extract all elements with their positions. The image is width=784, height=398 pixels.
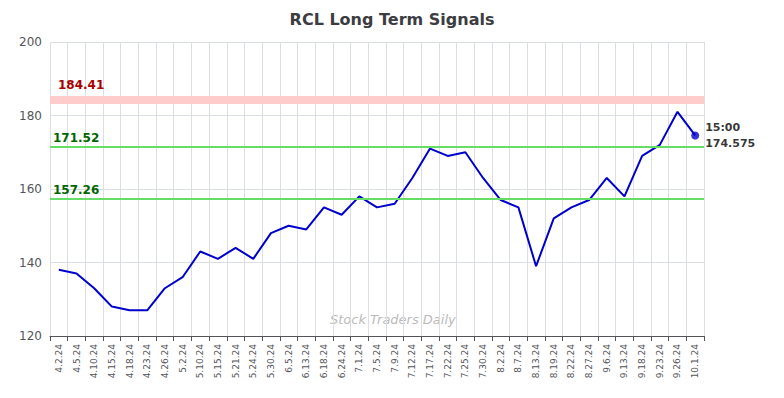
svg-text:157.26: 157.26 bbox=[53, 183, 99, 197]
svg-text:5.21.24: 5.21.24 bbox=[231, 344, 241, 379]
svg-text:160: 160 bbox=[19, 182, 42, 196]
svg-text:4.23.24: 4.23.24 bbox=[142, 344, 152, 379]
svg-text:Stock Traders Daily: Stock Traders Daily bbox=[330, 312, 456, 327]
svg-text:4.26.24: 4.26.24 bbox=[160, 344, 170, 379]
svg-text:184.41: 184.41 bbox=[58, 78, 104, 92]
svg-text:4.5.24: 4.5.24 bbox=[72, 344, 82, 373]
svg-text:171.52: 171.52 bbox=[53, 131, 99, 145]
svg-text:6.13.24: 6.13.24 bbox=[301, 344, 311, 379]
svg-text:9.26.24: 9.26.24 bbox=[672, 344, 682, 379]
svg-text:200: 200 bbox=[19, 35, 42, 49]
svg-text:9.13.24: 9.13.24 bbox=[619, 344, 629, 379]
svg-text:6.24.24: 6.24.24 bbox=[337, 344, 347, 379]
svg-text:5.15.24: 5.15.24 bbox=[213, 344, 223, 379]
svg-text:4.10.24: 4.10.24 bbox=[89, 344, 99, 379]
svg-text:8.19.24: 8.19.24 bbox=[549, 344, 559, 379]
svg-text:8.13.24: 8.13.24 bbox=[531, 344, 541, 379]
svg-text:7.30.24: 7.30.24 bbox=[478, 344, 488, 379]
svg-text:8.27.24: 8.27.24 bbox=[584, 344, 594, 379]
svg-text:7.9.24: 7.9.24 bbox=[390, 344, 400, 373]
svg-text:180: 180 bbox=[19, 109, 42, 123]
svg-text:4.2.24: 4.2.24 bbox=[54, 344, 64, 373]
svg-text:7.22.24: 7.22.24 bbox=[443, 344, 453, 379]
svg-text:7.25.24: 7.25.24 bbox=[460, 344, 470, 379]
svg-text:9.23.24: 9.23.24 bbox=[655, 344, 665, 379]
svg-text:7.12.24: 7.12.24 bbox=[407, 344, 417, 379]
svg-text:4.18.24: 4.18.24 bbox=[125, 344, 135, 379]
svg-text:7.5.24: 7.5.24 bbox=[372, 344, 382, 373]
svg-text:6.18.24: 6.18.24 bbox=[319, 344, 329, 379]
svg-text:15:00: 15:00 bbox=[705, 121, 740, 134]
svg-text:9.6.24: 9.6.24 bbox=[602, 344, 612, 373]
svg-text:7.17.24: 7.17.24 bbox=[425, 344, 435, 379]
svg-text:8.7.24: 8.7.24 bbox=[513, 344, 523, 373]
svg-text:5.24.24: 5.24.24 bbox=[248, 344, 258, 379]
svg-text:8.22.24: 8.22.24 bbox=[566, 344, 576, 379]
svg-text:9.18.24: 9.18.24 bbox=[637, 344, 647, 379]
svg-text:7.1.24: 7.1.24 bbox=[354, 344, 364, 373]
svg-text:4.15.24: 4.15.24 bbox=[107, 344, 117, 379]
svg-text:10.1.24: 10.1.24 bbox=[690, 344, 700, 379]
svg-text:5.10.24: 5.10.24 bbox=[195, 344, 205, 379]
svg-text:174.575: 174.575 bbox=[705, 137, 755, 150]
svg-text:RCL Long Term Signals: RCL Long Term Signals bbox=[290, 10, 495, 29]
svg-text:5.30.24: 5.30.24 bbox=[266, 344, 276, 379]
svg-text:8.2.24: 8.2.24 bbox=[496, 344, 506, 373]
svg-text:6.5.24: 6.5.24 bbox=[284, 344, 294, 373]
svg-text:120: 120 bbox=[19, 329, 42, 343]
svg-text:5.2.24: 5.2.24 bbox=[178, 344, 188, 373]
svg-text:140: 140 bbox=[19, 256, 42, 270]
